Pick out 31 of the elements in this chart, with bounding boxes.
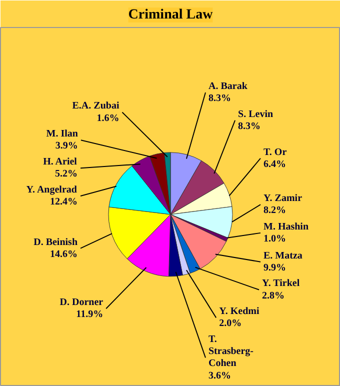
slice-label: Y. Zamir bbox=[264, 193, 303, 204]
chart-title: Criminal Law bbox=[128, 8, 214, 22]
data-label: 3.6% bbox=[208, 370, 231, 382]
data-label: 3.9% bbox=[55, 140, 78, 152]
data-label: 12.4% bbox=[50, 196, 78, 208]
slice-label: H. Ariel bbox=[43, 156, 78, 168]
slice-label: Y. Tirkel bbox=[262, 278, 300, 290]
slice-label: T. Or bbox=[264, 146, 288, 158]
slice-label: M. Ilan bbox=[46, 128, 78, 140]
data-label: 11.9% bbox=[76, 309, 104, 320]
data-label: 9.9% bbox=[264, 262, 286, 274]
data-label: 8.3% bbox=[208, 93, 231, 104]
data-label: 2.0% bbox=[219, 318, 242, 330]
data-label: 8.3% bbox=[238, 120, 261, 132]
slice-label: E.A. Zubai bbox=[72, 100, 120, 112]
slice-label: T. Strasberg-Cohen bbox=[208, 334, 254, 370]
data-label: 1.6% bbox=[96, 112, 120, 124]
slice-label: Y. Angelrad bbox=[26, 184, 78, 196]
slice-label: D. Beinish bbox=[34, 236, 78, 248]
slice-label: E. Matza bbox=[264, 250, 302, 262]
data-label: 1.0% bbox=[264, 233, 286, 244]
slice-label: A. Barak bbox=[208, 80, 248, 92]
slice-label: S. Levin bbox=[238, 108, 274, 120]
data-label: 14.6% bbox=[50, 248, 78, 260]
data-label: 5.2% bbox=[55, 168, 78, 180]
slice-label: Y. Kedmi bbox=[219, 306, 260, 318]
slice-label: D. Dorner bbox=[60, 297, 104, 308]
data-label: 2.8% bbox=[262, 290, 285, 302]
slice-label: M. Hashin bbox=[264, 221, 309, 232]
data-label: 8.2% bbox=[264, 205, 286, 216]
data-label: 6.4% bbox=[264, 158, 286, 170]
